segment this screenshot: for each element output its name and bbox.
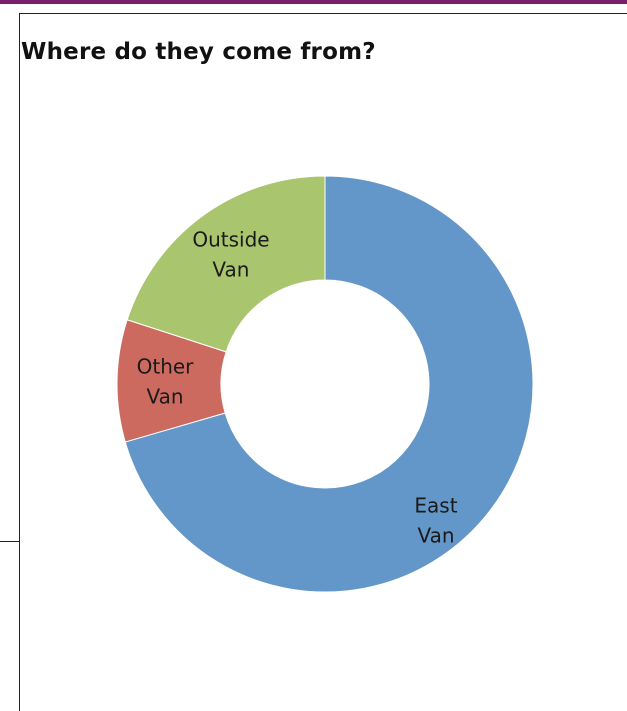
slice-label-line: Outside xyxy=(192,228,269,252)
slice-label-line: Van xyxy=(212,258,249,282)
divider-line xyxy=(0,541,19,542)
slice-label-east-van: East Van xyxy=(414,494,457,548)
slice-label-line: Van xyxy=(146,384,183,408)
slice-label-line: Van xyxy=(417,524,454,548)
slice-label-other-van: Other Van xyxy=(137,354,195,408)
header-accent-bar xyxy=(0,0,627,4)
slice-label-line: Other xyxy=(137,354,195,378)
slice-outside-van xyxy=(126,175,326,353)
slice-label-line: East xyxy=(414,494,457,518)
slice-label-outside-van: Outside Van xyxy=(192,228,269,282)
donut-slices xyxy=(116,175,534,593)
slice-east-van xyxy=(124,175,534,593)
chart-title: Where do they come from? xyxy=(21,39,376,65)
slice-labels: East Van Other Van Outside Van xyxy=(137,228,458,548)
